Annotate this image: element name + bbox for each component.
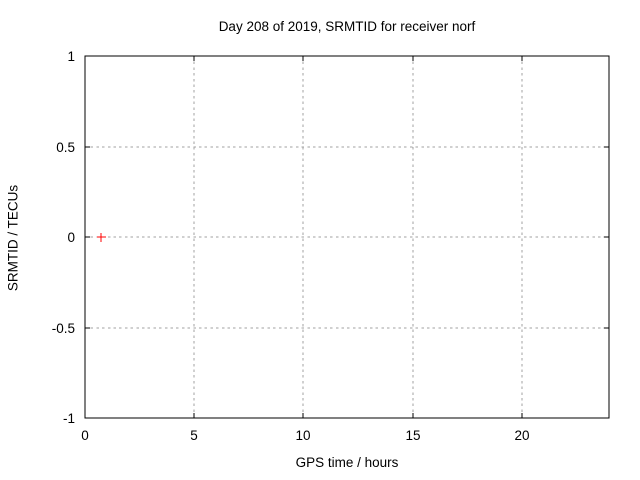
x-tick-label: 15 (405, 428, 420, 443)
y-tick-label: 1 (67, 49, 75, 64)
x-tick-label: 10 (295, 428, 310, 443)
y-tick-label: 0 (67, 230, 75, 245)
y-tick-label: 0.5 (56, 140, 75, 155)
x-tick-label: 20 (514, 428, 529, 443)
x-axis-title: GPS time / hours (295, 455, 399, 470)
x-tick-label: 5 (190, 428, 198, 443)
x-tick-label: 0 (81, 428, 89, 443)
y-tick-label: -0.5 (52, 321, 75, 336)
y-tick-label: -1 (63, 411, 75, 426)
chart-title: Day 208 of 2019, SRMTID for receiver nor… (218, 19, 476, 34)
